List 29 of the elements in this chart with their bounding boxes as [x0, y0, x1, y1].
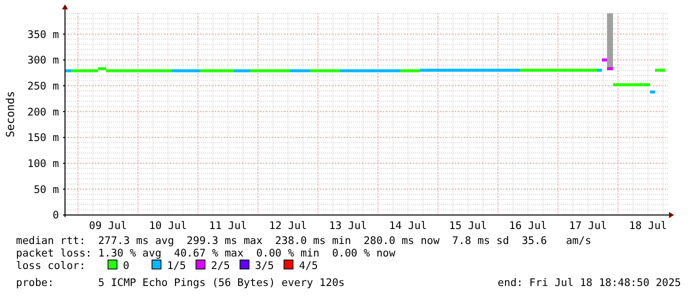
x-tick-label: 09 Jul — [89, 220, 127, 232]
legend-label: 1/5 — [167, 260, 186, 272]
y-tick-label: 250 m — [27, 80, 59, 92]
y-tick-label: 100 m — [27, 158, 59, 170]
x-tick-label: 12 Jul — [269, 220, 307, 232]
legend-label: 0 — [123, 260, 130, 272]
y-tick-label: 350 m — [27, 28, 59, 41]
text: median rtt: 277.3 ms avg 299.3 ms max 238.0 ms min 280.0 ms now 7.8 ms sd 35.6 am/s — [16, 235, 592, 247]
x-tick-label: 17 Jul — [569, 220, 607, 232]
y-tick-label: 300 m — [27, 54, 59, 67]
x-tick-label: 16 Jul — [509, 220, 547, 232]
x-tick-label: 10 Jul — [149, 220, 187, 232]
y-tick-label: 200 m — [27, 106, 59, 118]
text: end: Fri Jul 18 18:48:50 2025 — [498, 277, 681, 289]
legend-title: loss color: — [16, 260, 86, 272]
y-axis-title: Seconds — [4, 91, 17, 138]
text: probe: 5 ICMP Echo Pings (56 Bytes) every 120s — [16, 277, 345, 289]
x-tick-label: 13 Jul — [329, 220, 367, 232]
text: packet loss: 1.30 % avg 40.67 % max 0.00 % min 0.00 % now — [16, 248, 396, 260]
y-tick-label: 150 m — [27, 132, 59, 144]
x-tick-label: 14 Jul — [389, 220, 427, 232]
x-tick-label: 15 Jul — [449, 220, 487, 232]
x-tick-label: 18 Jul — [629, 220, 667, 232]
y-tick-label: 50 m — [34, 184, 59, 196]
legend-label: 2/5 — [211, 260, 230, 272]
legend-label: 4/5 — [299, 260, 318, 272]
y-tick-label: 0 — [52, 210, 59, 222]
x-tick-label: 11 Jul — [209, 220, 247, 232]
legend-label: 3/5 — [255, 260, 274, 272]
